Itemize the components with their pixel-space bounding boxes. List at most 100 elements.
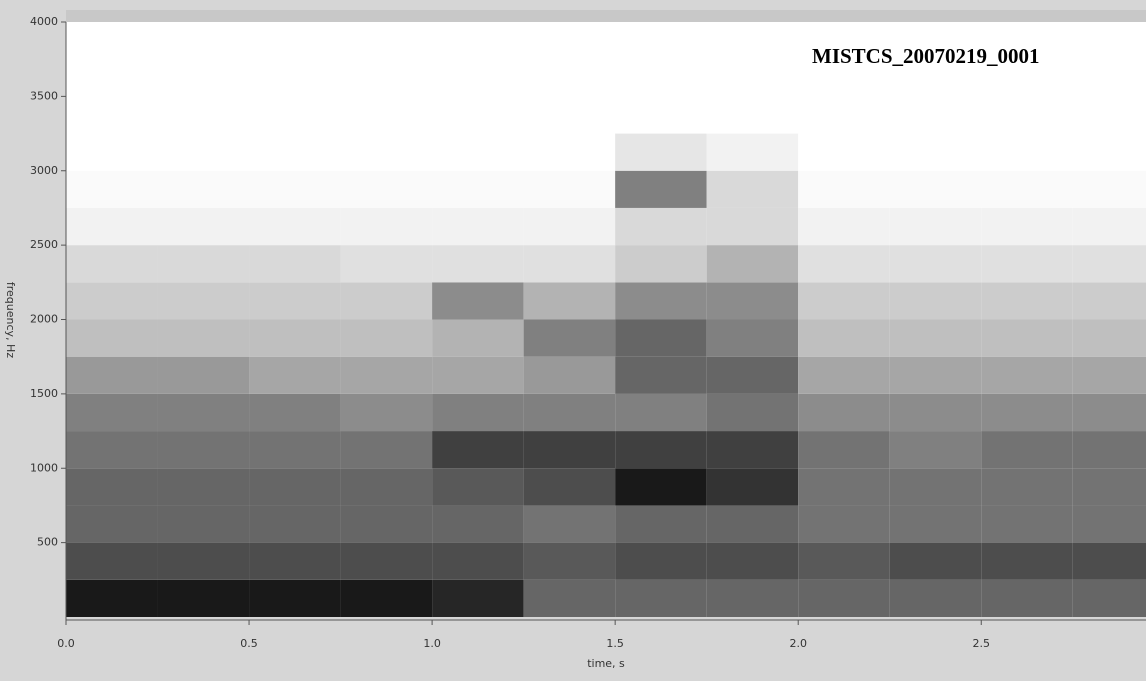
cell: [1072, 207, 1146, 246]
cell: [1072, 356, 1146, 394]
cell: [1072, 96, 1146, 134]
cell: [615, 282, 707, 320]
cell: [432, 59, 524, 97]
cell: [981, 59, 1073, 97]
cell: [432, 319, 524, 357]
cell: [798, 393, 890, 432]
x-tick-label: 2.0: [789, 637, 807, 650]
cell: [249, 579, 341, 617]
cell: [66, 282, 158, 320]
cell: [1072, 170, 1146, 208]
cells: [66, 22, 1146, 617]
cell: [889, 505, 982, 543]
cell: [340, 505, 433, 543]
cell: [432, 207, 524, 246]
cell: [432, 170, 524, 208]
cell: [432, 22, 524, 60]
cell: [523, 133, 616, 171]
cell: [706, 505, 799, 543]
cell: [340, 542, 433, 580]
cell: [1072, 468, 1146, 506]
cell: [798, 96, 890, 134]
cell: [523, 431, 616, 469]
cell: [798, 170, 890, 208]
top-bar: [66, 10, 1146, 22]
cell: [66, 96, 158, 134]
cell: [249, 431, 341, 469]
cell: [615, 542, 707, 580]
cell: [157, 96, 250, 134]
cell: [157, 542, 250, 580]
cell: [981, 245, 1073, 283]
cell: [889, 579, 982, 617]
cell: [706, 319, 799, 357]
cell: [889, 319, 982, 357]
cell: [523, 356, 616, 394]
cell: [706, 579, 799, 617]
cell: [340, 468, 433, 506]
cell: [798, 356, 890, 394]
x-axis-label: time, s: [587, 657, 625, 670]
cell: [249, 96, 341, 134]
cell: [615, 356, 707, 394]
cell: [706, 245, 799, 283]
cell: [249, 207, 341, 246]
cell: [889, 356, 982, 394]
cell: [889, 22, 982, 60]
cell: [157, 319, 250, 357]
cell: [889, 393, 982, 432]
cell: [340, 22, 433, 60]
cell: [66, 22, 158, 60]
y-axis-label: frequency, Hz: [4, 282, 17, 358]
cell: [66, 59, 158, 97]
cell: [432, 431, 524, 469]
cell: [889, 59, 982, 97]
cell: [523, 393, 616, 432]
cell: [249, 59, 341, 97]
cell: [615, 505, 707, 543]
cell: [157, 579, 250, 617]
cell: [340, 207, 433, 246]
cell: [1072, 542, 1146, 580]
cell: [889, 133, 982, 171]
cell: [340, 393, 433, 432]
cell: [1072, 245, 1146, 283]
cell: [66, 393, 158, 432]
cell: [706, 96, 799, 134]
cell: [706, 282, 799, 320]
cell: [981, 319, 1073, 357]
cell: [798, 22, 890, 60]
cell: [706, 207, 799, 246]
cell: [706, 133, 799, 171]
cell: [523, 542, 616, 580]
cell: [432, 579, 524, 617]
cell: [157, 468, 250, 506]
cell: [432, 542, 524, 580]
cell: [157, 431, 250, 469]
x-tick-label: 0.0: [57, 637, 75, 650]
cell: [706, 393, 799, 432]
cell: [981, 542, 1073, 580]
cell: [798, 319, 890, 357]
y-tick-label: 3000: [30, 164, 58, 177]
cell: [1072, 282, 1146, 320]
cell: [523, 96, 616, 134]
cell: [432, 468, 524, 506]
cell: [889, 542, 982, 580]
cell: [157, 356, 250, 394]
cell: [706, 59, 799, 97]
cell: [66, 542, 158, 580]
cell: [523, 245, 616, 283]
cell: [249, 505, 341, 543]
cell: [249, 22, 341, 60]
cell: [249, 170, 341, 208]
cell: [340, 59, 433, 97]
cell: [981, 468, 1073, 506]
cell: [1072, 579, 1146, 617]
cell: [615, 579, 707, 617]
cell: [157, 133, 250, 171]
cell: [706, 22, 799, 60]
cell: [66, 579, 158, 617]
cell: [981, 393, 1073, 432]
